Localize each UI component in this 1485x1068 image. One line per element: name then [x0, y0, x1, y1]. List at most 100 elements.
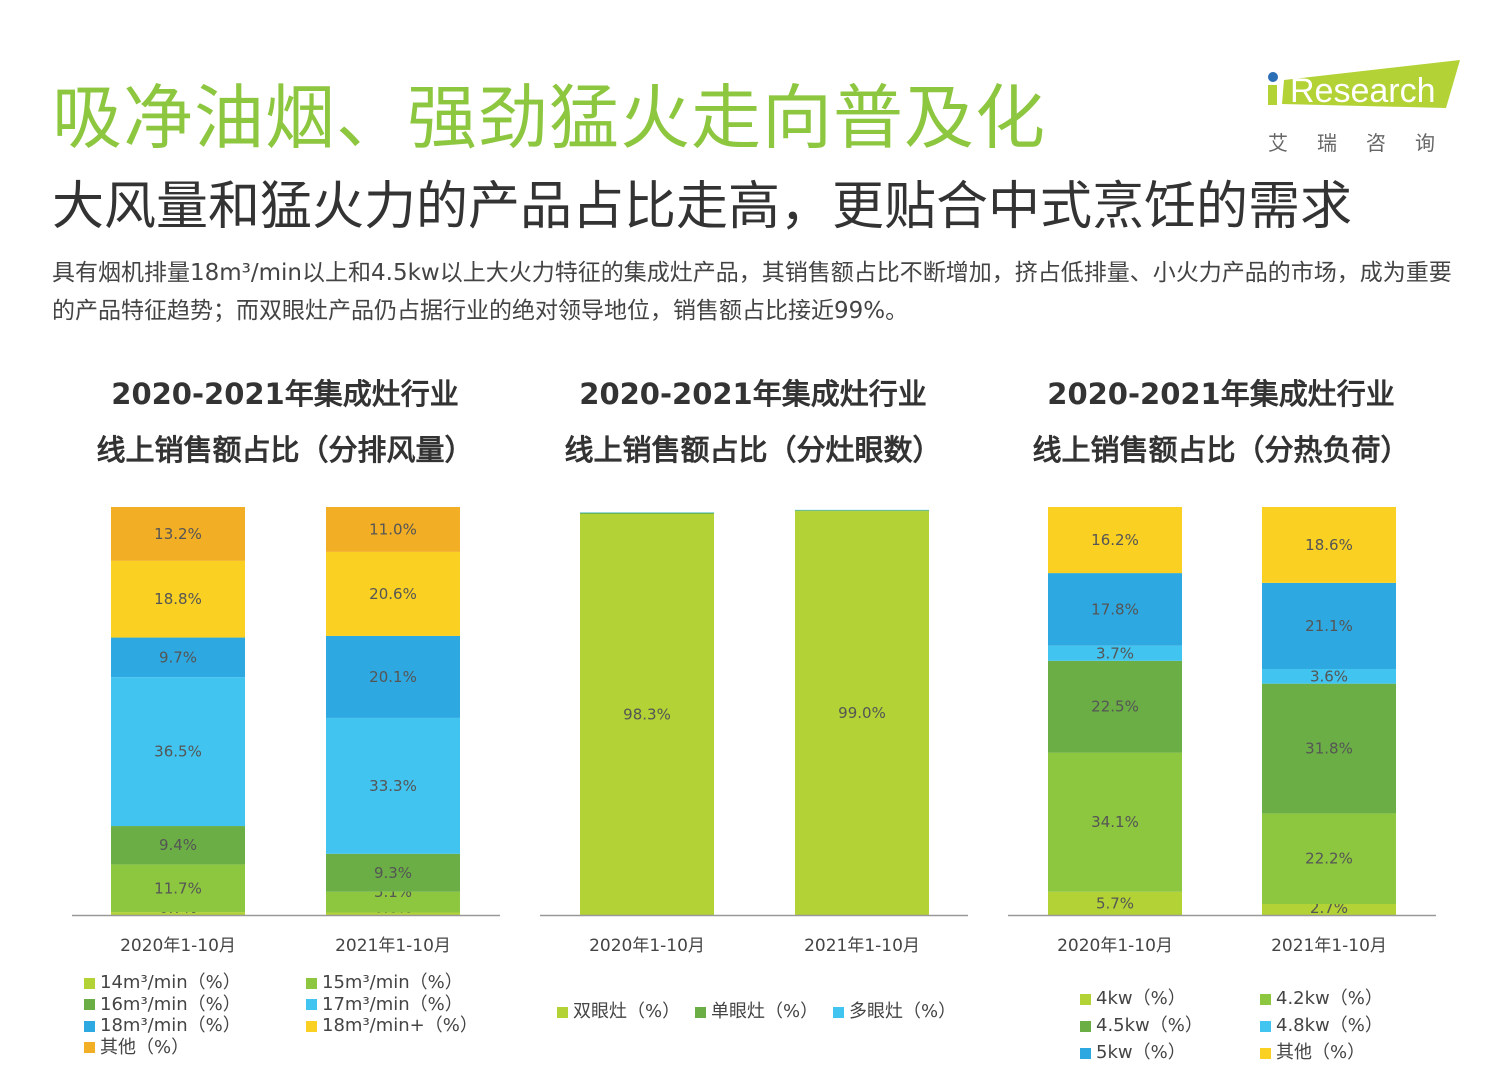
- bar-segment: [1262, 582, 1396, 669]
- category-label: 2020年1-10月: [1057, 936, 1173, 956]
- page-subtitle: 大风量和猛火力的产品占比走高，更贴合中式烹饪的需求: [52, 177, 1353, 237]
- legend-label: 14m³/min（%）: [100, 972, 241, 993]
- data-label: 33.3%: [369, 777, 417, 795]
- legend-label: 4kw（%）: [1096, 988, 1186, 1009]
- legend-swatch: [1260, 993, 1271, 1005]
- legend-item: 16m³/min（%）: [84, 994, 241, 1015]
- bar-segment: [111, 637, 245, 678]
- bar-segment: [1048, 645, 1182, 661]
- legend-swatch: [84, 1042, 95, 1053]
- legend-item: 4kw（%）: [1080, 988, 1186, 1009]
- bar-segment: [1262, 507, 1396, 583]
- data-label: 20.6%: [369, 585, 417, 603]
- legend-label: 其他（%）: [100, 1036, 190, 1058]
- data-label: 5.7%: [1096, 894, 1134, 912]
- legend-item: 双眼灶（%）: [557, 1001, 680, 1022]
- legend-label: 5kw（%）: [1096, 1042, 1186, 1063]
- legend-item: 多眼灶（%）: [833, 1001, 956, 1022]
- data-label: 22.5%: [1091, 698, 1139, 716]
- bar-segment: [326, 635, 460, 718]
- description: 具有烟机排量18m³/min以上和4.5kw以上大火力特征的集成灶产品，其销售额…: [52, 260, 1452, 324]
- data-label: 11.0%: [369, 520, 417, 538]
- legend-swatch: [84, 999, 95, 1010]
- legend-label: 18m³/min+（%）: [322, 1015, 478, 1036]
- legend-swatch: [833, 1006, 844, 1018]
- bar-segment: [111, 560, 245, 638]
- data-label: 18.8%: [154, 590, 202, 608]
- legend-item: 15m³/min（%）: [306, 972, 463, 993]
- bar-segment: [326, 551, 460, 636]
- data-label: 11.7%: [154, 879, 202, 897]
- legend-item: 4.8kw（%）: [1260, 1015, 1383, 1036]
- data-label: 16.2%: [1091, 531, 1139, 549]
- legend-item: 18m³/min（%）: [84, 1015, 241, 1036]
- legend-swatch: [306, 999, 317, 1010]
- legend-swatch: [84, 977, 95, 989]
- bar-segment: [326, 717, 460, 854]
- legend-label: 双眼灶（%）: [573, 1001, 681, 1022]
- legend-swatch: [557, 1006, 568, 1018]
- legend-label: 17m³/min（%）: [322, 993, 463, 1015]
- bar-segment: [111, 507, 245, 561]
- legend-swatch: [1080, 1047, 1091, 1059]
- data-label: 22.2%: [1305, 850, 1353, 868]
- chart-title: 2020-2021年集成灶行业 线上销售额占比（分排风量）: [65, 366, 505, 478]
- legend-swatch: [695, 1006, 706, 1018]
- bar-segment: [795, 510, 929, 512]
- legend-item: 4.5kw（%）: [1080, 1015, 1203, 1036]
- data-label: 17.8%: [1091, 600, 1139, 618]
- bar-segment: [111, 864, 245, 913]
- bar-segment: [1048, 507, 1182, 574]
- legend-swatch: [1260, 1020, 1271, 1032]
- legend-swatch: [1080, 1020, 1091, 1032]
- bar-segment: [326, 912, 460, 915]
- category-label: 2021年1-10月: [804, 936, 920, 956]
- iresearch-logo: Research 艾瑞咨询: [1268, 60, 1462, 155]
- chart-title-line: 线上销售额占比（分灶眼数）: [564, 433, 942, 467]
- bar-segment: [1048, 752, 1182, 892]
- data-label: 18.6%: [1305, 536, 1353, 554]
- bar-segment: [1048, 573, 1182, 646]
- legend-item: 5kw（%）: [1080, 1042, 1186, 1063]
- data-label: 3.6%: [1310, 667, 1348, 685]
- legend-swatch: [306, 1020, 317, 1032]
- data-label: 34.1%: [1091, 813, 1139, 831]
- legend-label: 多眼灶（%）: [849, 1001, 957, 1022]
- legend-label: 16m³/min（%）: [100, 993, 241, 1015]
- data-label: 3.7%: [1096, 644, 1134, 662]
- data-label: 98.3%: [623, 705, 671, 723]
- legend-label: 4.2kw（%）: [1276, 988, 1383, 1009]
- legend-item: 4.2kw（%）: [1260, 988, 1383, 1009]
- legend-item: 17m³/min（%）: [306, 994, 463, 1015]
- category-label: 2021年1-10月: [335, 936, 451, 956]
- data-label: 36.5%: [154, 743, 202, 761]
- page-title: 吸净油烟、强劲猛火走向普及化: [52, 77, 1046, 159]
- bar-segment: [1048, 660, 1182, 753]
- bar-segment: [326, 853, 460, 892]
- chart-title-line: 线上销售额占比（分热负荷）: [1032, 433, 1410, 467]
- category-label: 2021年1-10月: [1271, 936, 1387, 956]
- data-label: 21.1%: [1305, 617, 1353, 635]
- category-label: 2020年1-10月: [120, 936, 236, 956]
- svg-text:艾瑞咨询: 艾瑞咨询: [1268, 131, 1462, 155]
- legend-label: 4.8kw（%）: [1276, 1015, 1383, 1036]
- legend-label: 其他（%）: [1276, 1042, 1366, 1063]
- legend-item: 其他（%）: [1260, 1042, 1365, 1063]
- data-label: 13.2%: [154, 525, 202, 543]
- chart-title-line: 2020-2021年集成灶行业: [1047, 377, 1395, 411]
- bar-segment: [1048, 891, 1182, 915]
- data-label: 31.8%: [1305, 740, 1353, 758]
- legend-item: 14m³/min（%）: [84, 972, 241, 993]
- legend-item: 18m³/min+（%）: [306, 1015, 478, 1036]
- bar-segment: [1262, 668, 1396, 684]
- svg-text:Research: Research: [1290, 72, 1436, 110]
- bar-segment: [326, 891, 460, 913]
- data-label: 9.4%: [159, 836, 197, 854]
- legend-label: 4.5kw（%）: [1096, 1015, 1203, 1036]
- chart-title-line: 2020-2021年集成灶行业: [111, 377, 459, 411]
- chart-title-line: 线上销售额占比（分排风量）: [96, 433, 474, 467]
- legend-label: 18m³/min（%）: [100, 1015, 241, 1036]
- legend-label: 15m³/min（%）: [322, 972, 463, 993]
